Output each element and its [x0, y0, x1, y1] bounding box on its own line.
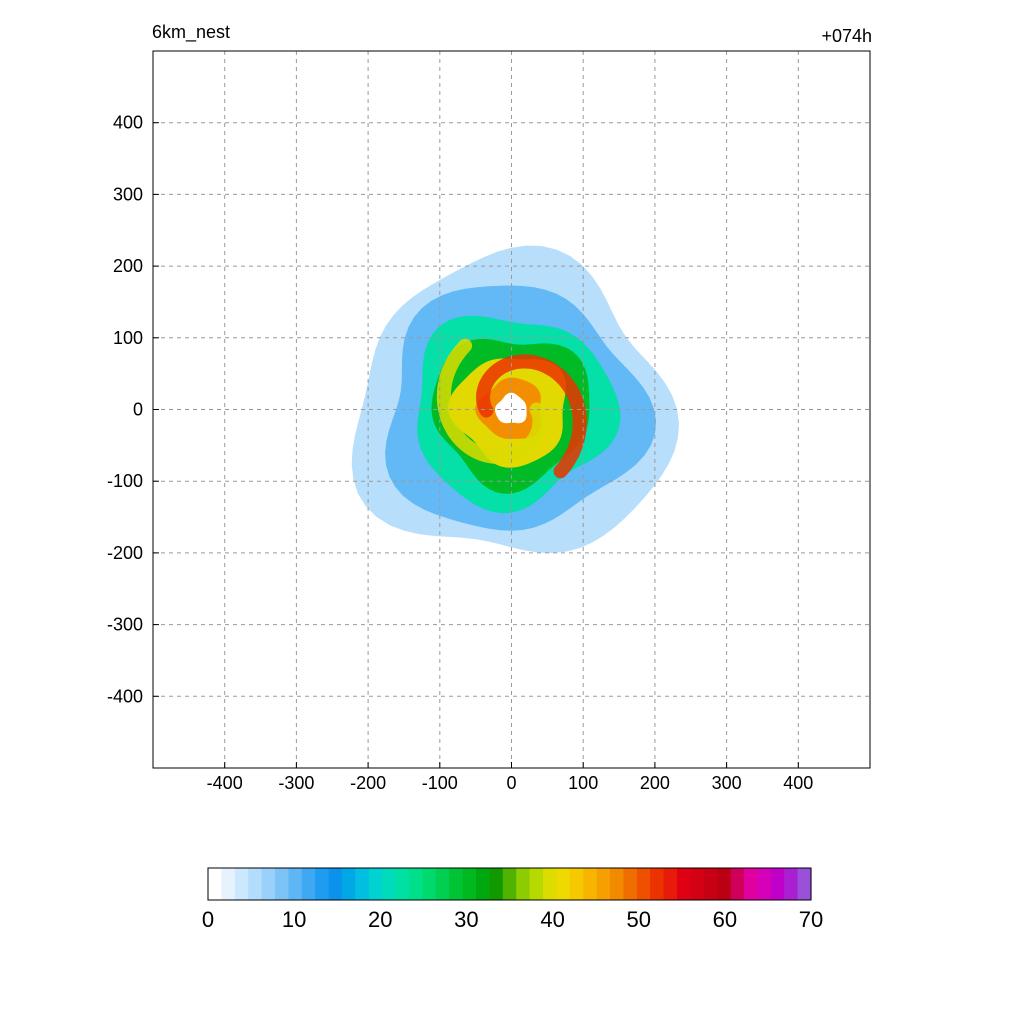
colorbar-swatch: [342, 868, 356, 900]
precipitation-field: [351, 245, 679, 553]
x-tick-label: 400: [783, 773, 813, 793]
colorbar-swatch: [328, 868, 343, 900]
colorbar: [207, 867, 812, 901]
colorbar-swatch: [677, 868, 691, 900]
y-tick-label: -100: [107, 471, 143, 491]
y-tick-label: -300: [107, 615, 143, 635]
colorbar-label: 30: [454, 907, 478, 932]
x-tick-label: -400: [207, 773, 243, 793]
colorbar-swatch: [556, 868, 571, 900]
colorbar-swatch: [703, 868, 718, 900]
x-tick-label: -200: [350, 773, 386, 793]
x-tick-label: -300: [278, 773, 314, 793]
colorbar-swatch: [261, 868, 276, 900]
colorbar-swatch: [489, 868, 504, 900]
colorbar-swatch: [623, 868, 638, 900]
colorbar-swatch: [596, 868, 611, 900]
colorbar-swatch: [757, 868, 772, 900]
colorbar-swatch: [502, 868, 517, 900]
colorbar-swatch: [248, 868, 263, 900]
spiral-arms: [436, 338, 587, 479]
y-tick-label: 300: [113, 184, 143, 204]
field-ring: [495, 392, 527, 424]
colorbar-swatch: [744, 868, 758, 900]
x-tick-label: 100: [568, 773, 598, 793]
colorbar-swatch: [301, 868, 316, 900]
y-tick-label: -200: [107, 543, 143, 563]
colorbar-swatch: [583, 868, 598, 900]
colorbar-labels: 0 10 20 30 40 50 60 70: [202, 907, 823, 932]
colorbar-swatch: [462, 868, 477, 900]
y-tick-label: 200: [113, 256, 143, 276]
colorbar-swatch: [382, 868, 397, 900]
colorbar-swatch: [690, 868, 705, 900]
colorbar-swatch: [208, 868, 222, 900]
colorbar-label: 10: [282, 907, 306, 932]
colorbar-label: 60: [713, 907, 737, 932]
colorbar-swatch: [315, 868, 330, 900]
colorbar-swatch: [529, 868, 544, 900]
colorbar-swatch: [717, 868, 732, 900]
colorbar-swatch: [569, 868, 584, 900]
colorbar-swatch: [275, 868, 289, 900]
colorbar-label: 40: [540, 907, 564, 932]
colorbar-swatch: [797, 868, 812, 900]
x-axis-ticks: -400 -300 -200 -100 0 100 200 300 400: [207, 762, 813, 793]
colorbar-label: 0: [202, 907, 214, 932]
colorbar-swatch: [516, 868, 531, 900]
colorbar-swatch: [650, 868, 665, 900]
colorbar-swatch: [234, 868, 249, 900]
y-tick-label: 400: [113, 113, 143, 133]
colorbar-swatch: [435, 868, 450, 900]
colorbar-swatch: [770, 868, 785, 900]
y-tick-label: -400: [107, 686, 143, 706]
colorbar-swatch: [663, 868, 678, 900]
colorbar-swatch: [368, 868, 383, 900]
colorbar-label: 50: [626, 907, 650, 932]
colorbar-swatch: [476, 868, 490, 900]
y-axis-ticks: 400 300 200 100 0 -100 -200 -300 -400: [107, 113, 159, 706]
colorbar-swatch: [409, 868, 423, 900]
colorbar-label: 20: [368, 907, 392, 932]
colorbar-swatch: [610, 868, 624, 900]
y-tick-label: 100: [113, 328, 143, 348]
forecast-hour: +074h: [821, 26, 872, 46]
colorbar-swatch: [422, 868, 437, 900]
colorbar-label: 70: [799, 907, 823, 932]
colorbar-swatch: [449, 868, 464, 900]
colorbar-swatch: [355, 868, 370, 900]
colorbar-swatch: [395, 868, 410, 900]
colorbar-swatch: [543, 868, 557, 900]
x-tick-label: 200: [640, 773, 670, 793]
x-tick-label: -100: [422, 773, 458, 793]
colorbar-frame: [207, 867, 812, 901]
colorbar-swatch: [221, 868, 236, 900]
x-tick-label: 0: [506, 773, 516, 793]
colorbar-swatch: [784, 868, 799, 900]
colorbar-swatch: [730, 868, 745, 900]
panel-title: 6km_nest: [152, 22, 231, 42]
x-tick-label: 300: [712, 773, 742, 793]
colorbar-swatch: [288, 868, 303, 900]
colorbar-swatch: [636, 868, 651, 900]
y-tick-label: 0: [133, 400, 143, 420]
